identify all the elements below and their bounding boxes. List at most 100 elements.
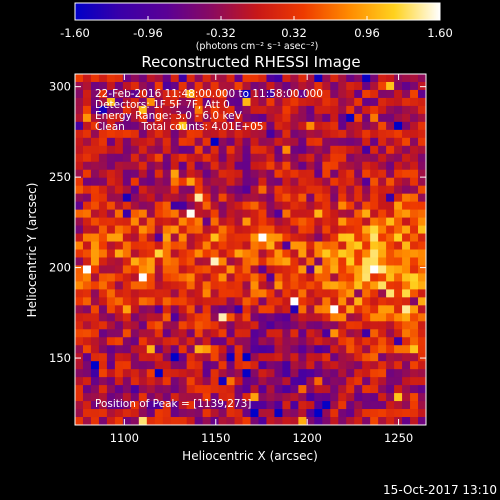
heatmap-pixel <box>194 233 204 242</box>
heatmap-pixel <box>306 89 315 99</box>
heatmap-pixel <box>130 321 140 330</box>
heatmap-pixel <box>386 409 395 418</box>
heatmap-pixel <box>75 105 84 115</box>
heatmap-pixel <box>330 185 339 195</box>
heatmap-pixel <box>410 74 419 83</box>
heatmap-pixel <box>250 161 259 171</box>
heatmap-pixel <box>338 74 347 83</box>
heatmap-pixel <box>362 97 371 107</box>
heatmap-pixel <box>122 105 132 115</box>
heatmap-pixel <box>410 369 419 378</box>
heatmap-pixel <box>282 217 291 226</box>
heatmap-pixel <box>330 201 339 211</box>
heatmap-pixel <box>82 121 92 131</box>
heatmap-pixel <box>146 337 156 346</box>
heatmap-pixel <box>82 337 92 346</box>
heatmap-pixel <box>130 241 140 250</box>
heatmap-pixel <box>314 74 323 83</box>
heatmap-pixel <box>114 121 124 131</box>
heatmap-pixel <box>386 81 395 91</box>
heatmap-pixel <box>218 273 227 282</box>
heatmap-pixel <box>122 201 132 211</box>
heatmap-pixel <box>170 393 180 402</box>
heatmap-pixel <box>258 217 267 226</box>
heatmap-pixel <box>266 289 275 298</box>
heatmap-pixel <box>210 145 219 155</box>
heatmap-pixel <box>306 233 315 242</box>
heatmap-pixel <box>186 249 196 258</box>
heatmap-pixel <box>290 137 299 147</box>
heatmap-pixel <box>354 225 363 234</box>
heatmap-pixel <box>258 329 267 338</box>
heatmap-pixel <box>282 361 291 370</box>
heatmap-pixel <box>75 113 84 123</box>
heatmap-pixel <box>146 233 156 242</box>
heatmap-pixel <box>122 361 132 370</box>
heatmap-pixel <box>234 193 243 203</box>
heatmap-pixel <box>274 185 283 195</box>
heatmap-pixel <box>218 265 227 274</box>
heatmap-pixel <box>202 153 212 163</box>
heatmap-pixel <box>274 417 283 426</box>
heatmap-pixel <box>202 233 212 242</box>
heatmap-pixel <box>186 409 196 418</box>
heatmap-pixel <box>418 161 427 171</box>
heatmap-pixel <box>82 145 92 155</box>
heatmap-pixel <box>378 313 387 322</box>
heatmap-pixel <box>370 329 379 338</box>
heatmap-pixel <box>258 249 267 258</box>
heatmap-pixel <box>274 97 283 107</box>
heatmap-pixel <box>314 265 323 274</box>
heatmap-pixel <box>410 97 419 107</box>
heatmap-pixel <box>218 305 227 314</box>
heatmap-pixel <box>410 273 419 282</box>
heatmap-pixel <box>282 225 291 234</box>
heatmap-pixel <box>346 113 355 123</box>
heatmap-pixel <box>138 233 148 242</box>
heatmap-pixel <box>226 161 235 171</box>
heatmap-pixel <box>170 233 180 242</box>
heatmap-pixel <box>306 121 315 131</box>
heatmap-pixel <box>186 74 196 83</box>
heatmap-pixel <box>114 353 124 362</box>
heatmap-pixel <box>194 201 204 211</box>
heatmap-pixel <box>154 185 164 195</box>
heatmap-pixel <box>258 401 267 410</box>
heatmap-pixel <box>322 145 331 155</box>
heatmap-pixel <box>170 169 180 179</box>
heatmap-pixel <box>178 377 188 386</box>
heatmap-pixel <box>138 321 148 330</box>
heatmap-pixel <box>170 217 180 226</box>
heatmap-pixel <box>90 377 100 386</box>
heatmap-pixel <box>122 345 132 354</box>
heatmap-pixel <box>114 233 124 242</box>
heatmap-pixel <box>330 401 339 410</box>
heatmap-pixel <box>322 329 331 338</box>
heatmap-pixel <box>218 313 227 322</box>
heatmap-pixel <box>82 233 92 242</box>
heatmap-pixel <box>298 74 307 83</box>
heatmap-pixel <box>266 89 275 99</box>
heatmap-pixel <box>266 361 275 370</box>
heatmap-pixel <box>82 305 92 314</box>
heatmap-pixel <box>410 89 419 99</box>
heatmap-pixel <box>226 74 235 83</box>
heatmap-pixel <box>218 169 227 179</box>
heatmap-pixel <box>122 337 132 346</box>
heatmap-pixel <box>298 217 307 226</box>
heatmap-pixel <box>274 105 283 115</box>
heatmap-pixel <box>322 249 331 258</box>
heatmap-pixel <box>298 369 307 378</box>
heatmap-pixel <box>330 265 339 274</box>
heatmap-pixel <box>378 153 387 163</box>
heatmap-pixel <box>386 161 395 171</box>
heatmap-pixel <box>210 201 219 211</box>
heatmap-pixel <box>298 289 307 298</box>
heatmap-pixel <box>290 97 299 107</box>
heatmap-pixel <box>274 313 283 322</box>
heatmap-pixel <box>162 201 172 211</box>
heatmap-pixel <box>218 225 227 234</box>
heatmap-pixel <box>386 153 395 163</box>
heatmap-pixel <box>146 385 156 394</box>
heatmap-pixel <box>370 161 379 171</box>
